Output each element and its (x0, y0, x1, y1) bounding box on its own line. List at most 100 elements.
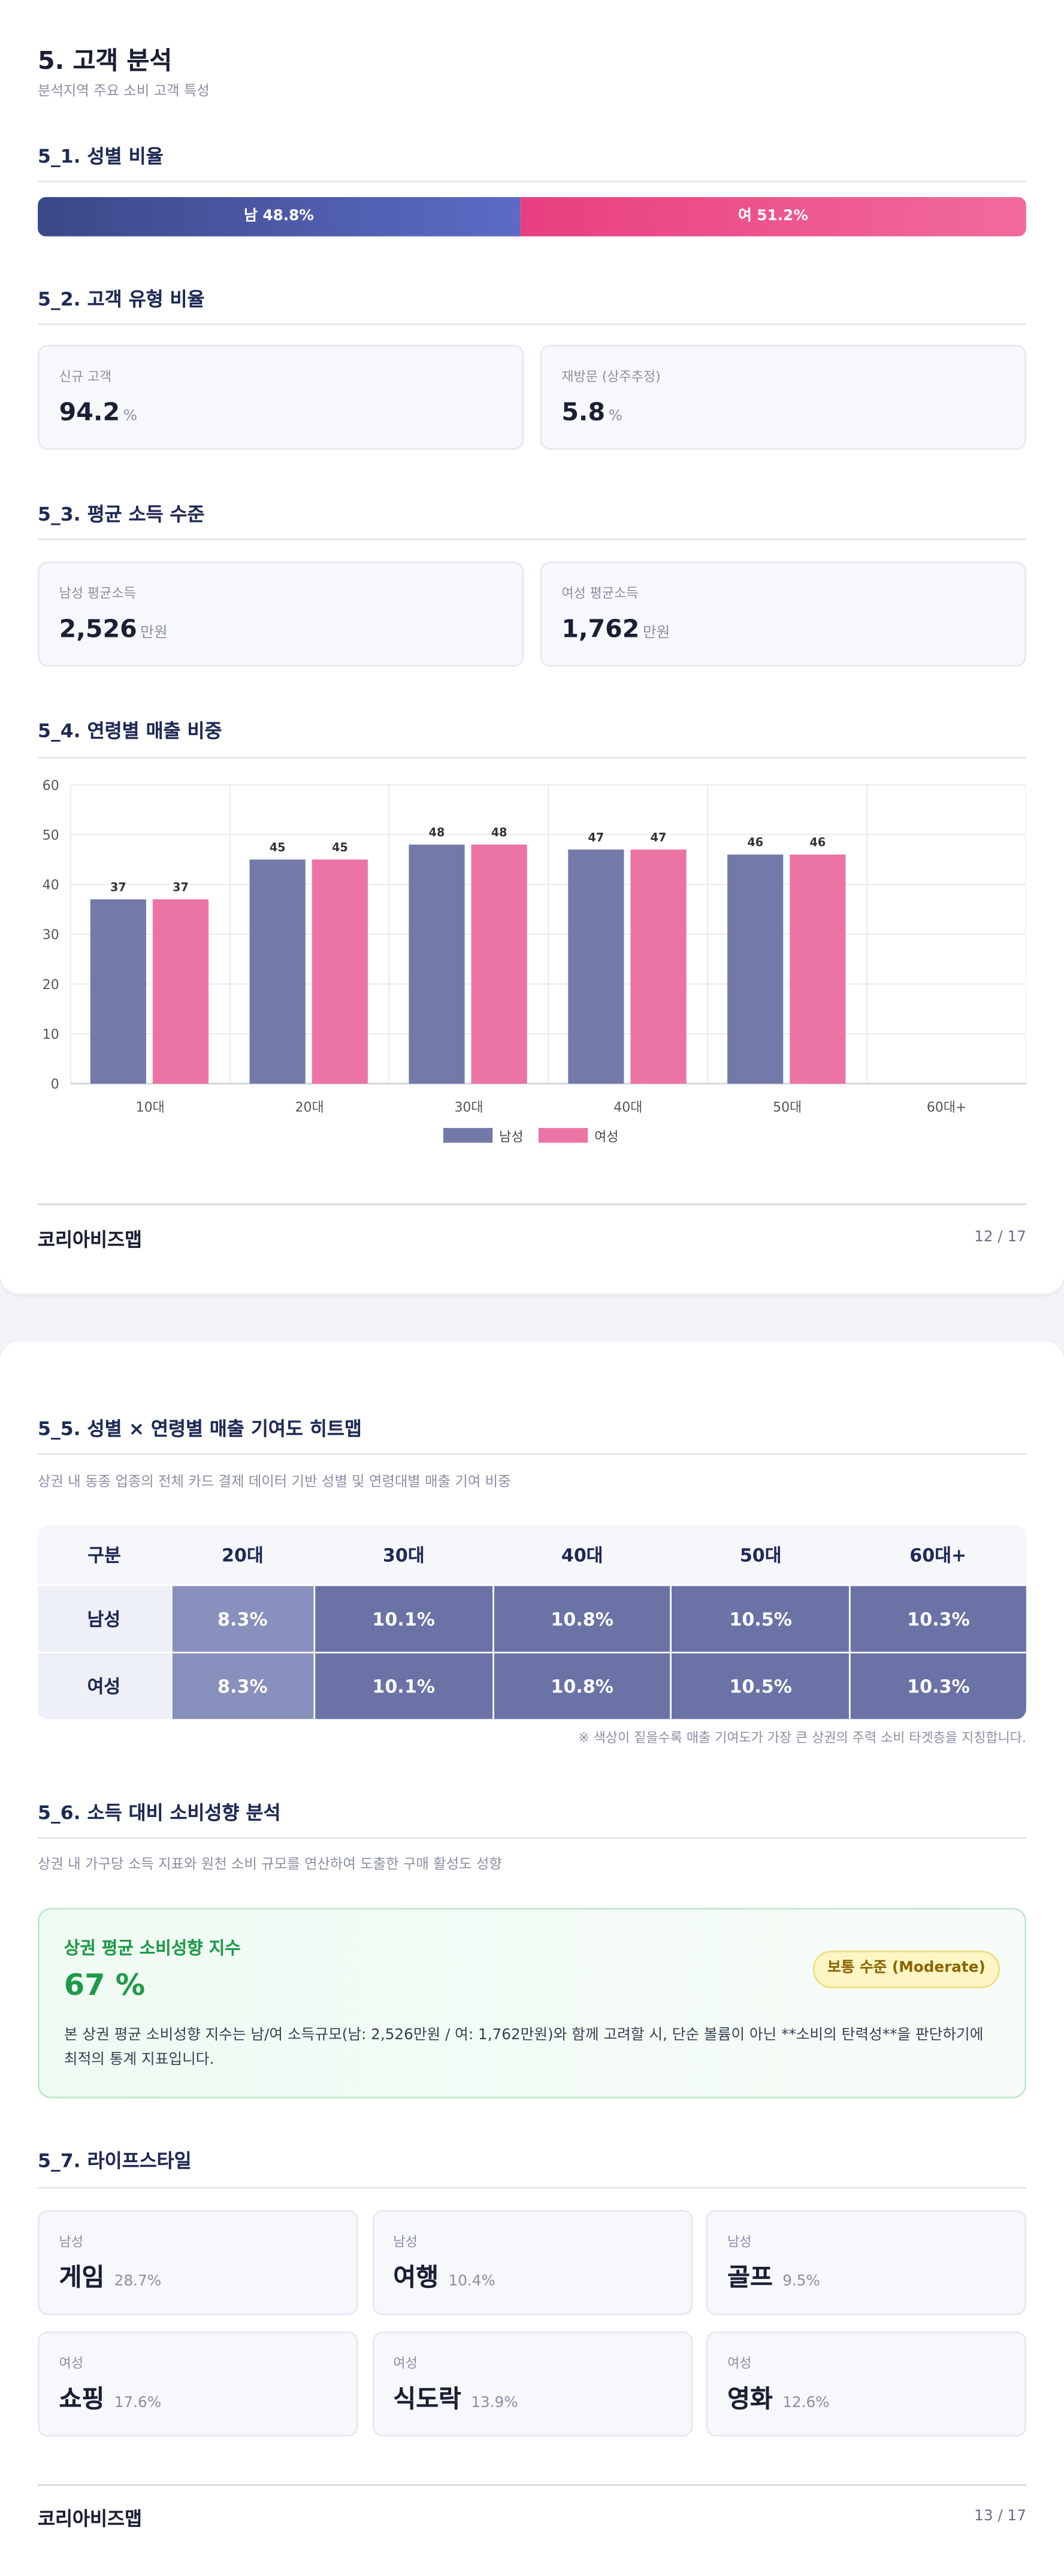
bar (471, 844, 527, 1084)
footer-brand: 코리아비즈맵 (38, 1228, 143, 1251)
lifestyle-gender: 여성 (393, 2356, 418, 2371)
header-row: 구분 20대 30대 40대 50대 60대+ (38, 1525, 1026, 1586)
stat-card: 신규 고객 94.2% (38, 344, 524, 450)
y-tick-label: 0 (51, 1077, 59, 1092)
heatmap-note: ※ 색상이 짙을수록 매출 기여도가 가장 큰 상권의 주력 소비 타겟층을 지… (578, 1730, 1026, 1746)
heat-cell: 10.1% (313, 1584, 493, 1653)
page-card: 5_5. 성별 × 연령별 매출 기여도 히트맵 상권 내 동종 업종의 전체 … (0, 1341, 1064, 2576)
bar (630, 849, 687, 1084)
lifestyle-gender: 여성 (59, 2356, 84, 2371)
bar (152, 899, 209, 1084)
stat-value-row: 1,762 만원 (561, 614, 670, 643)
stat-label: 신규 고객 (59, 369, 112, 385)
stat-label: 재방문 (상주추정) (561, 369, 661, 385)
page-subtitle: 분석지역 주요 소비 고객 특성 (38, 83, 210, 101)
rule (38, 538, 1026, 540)
stat-card: 재방문 (상주추정) 5.8% (540, 344, 1026, 450)
gender-bar: 남 48.8% 여 51.2% (38, 196, 1026, 237)
stat-unit: % (608, 409, 623, 425)
y-tick-label: 10 (43, 1027, 59, 1042)
lifestyle-pct: 17.6% (114, 2395, 162, 2412)
page-number: 13 / 17 (974, 2508, 1026, 2526)
data-label: 37 (110, 881, 126, 894)
lifestyle-pct: 12.6% (782, 2395, 830, 2412)
lifestyle-row: 영화 12.6% (727, 2381, 829, 2415)
data-label: 37 (173, 881, 189, 894)
heat-cell: 10.1% (313, 1652, 493, 1719)
footer-brand: 코리아비즈맵 (38, 2507, 143, 2530)
section-heading: 5_7. 라이프스타일 (38, 2149, 192, 2172)
stat-label: 남성 평균소득 (59, 586, 136, 601)
lifestyle-gender: 남성 (727, 2235, 752, 2250)
rule (38, 180, 1026, 183)
legend-label: 남성 (499, 1130, 523, 1145)
lifestyle-gender: 여성 (727, 2356, 752, 2371)
lifestyle-row: 게임 28.7% (59, 2259, 161, 2294)
stat-unit: 만원 (140, 625, 168, 642)
section-heading: 5_1. 성별 비율 (38, 144, 164, 168)
x-tick-label: 20대 (295, 1100, 324, 1115)
section-heading: 5_2. 고객 유형 비율 (38, 287, 205, 310)
heat-cell: 10.8% (492, 1652, 672, 1719)
stat-card: 남성 평균소득 2,526 만원 (38, 561, 524, 667)
stat-card: 여성 평균소득 1,762 만원 (540, 561, 1026, 667)
y-tick-label: 30 (43, 928, 59, 943)
header-cell: 30대 (314, 1525, 493, 1586)
lifestyle-row: 식도락 13.9% (393, 2381, 518, 2415)
table-row: 여성 8.3% 10.1% 10.8% 10.5% 10.3% (38, 1652, 1026, 1719)
lifestyle-name: 여행 (393, 2262, 439, 2293)
stat-label: 여성 평균소득 (561, 586, 639, 601)
badge: 보통 수준 (Moderate) (812, 1950, 1000, 1988)
box-title: 상권 평균 소비성향 지수 (64, 1939, 241, 1959)
lifestyle-card: 남성 여행 10.4% (371, 2209, 693, 2315)
heat-cell: 10.3% (849, 1652, 1026, 1719)
gender-segment: 남 48.8% (38, 196, 521, 237)
heat-cell: 10.5% (670, 1584, 850, 1653)
rule (38, 757, 1026, 759)
bar (790, 854, 846, 1084)
lifestyle-card: 남성 게임 28.7% (38, 2209, 358, 2315)
lifestyle-pct: 13.9% (471, 2395, 518, 2412)
data-label: 47 (651, 830, 667, 844)
heat-cell: 8.3% (170, 1652, 315, 1719)
y-tick-label: 60 (43, 778, 59, 793)
stat-value-row: 2,526 만원 (59, 614, 168, 643)
data-label: 48 (429, 826, 445, 839)
lifestyle-name: 쇼핑 (59, 2384, 105, 2414)
section-heading: 5_4. 연령별 매출 비중 (38, 719, 222, 742)
bar (568, 849, 624, 1084)
bar (409, 844, 465, 1084)
lifestyle-pct: 9.5% (782, 2273, 820, 2291)
table-row: 남성 8.3% 10.1% 10.8% 10.5% 10.3% (38, 1584, 1026, 1653)
section-heading: 5_6. 소득 대비 소비성향 분석 (38, 1801, 281, 1824)
section-subtitle: 상권 내 동종 업종의 전체 카드 결제 데이터 기반 성별 및 연령대별 매출… (38, 1474, 511, 1491)
page-number: 12 / 17 (974, 1229, 1026, 1247)
x-tick-label: 60대+ (927, 1100, 966, 1115)
heatmap-table: 구분 20대 30대 40대 50대 60대+ 남성 8.3% 10.1% 10.8% 10.5% 1… (38, 1525, 1026, 1719)
rule (38, 1453, 1026, 1455)
page-card: 5. 고객 분석 분석지역 주요 소비 고객 특성 5_1. 성별 비율 남 4… (0, 0, 1064, 1294)
header-cell: 50대 (671, 1525, 850, 1586)
lifestyle-pct: 28.7% (114, 2273, 162, 2291)
data-label: 46 (810, 836, 826, 849)
x-tick-label: 40대 (613, 1100, 642, 1115)
lifestyle-name: 게임 (59, 2262, 105, 2293)
heat-cell: 10.5% (670, 1652, 850, 1719)
data-label: 45 (332, 840, 348, 854)
gender-segment: 여 51.2% (520, 196, 1026, 237)
x-tick-label: 10대 (136, 1100, 165, 1115)
lifestyle-name: 골프 (727, 2262, 773, 2293)
propensity-value: 67 % (64, 1969, 146, 2003)
data-label: 45 (270, 840, 286, 854)
y-tick-label: 40 (43, 878, 59, 893)
row-header: 남성 (38, 1584, 171, 1653)
stat-unit: 만원 (642, 625, 670, 642)
heat-cell: 8.3% (170, 1584, 315, 1653)
heat-cell: 10.3% (849, 1584, 1026, 1653)
